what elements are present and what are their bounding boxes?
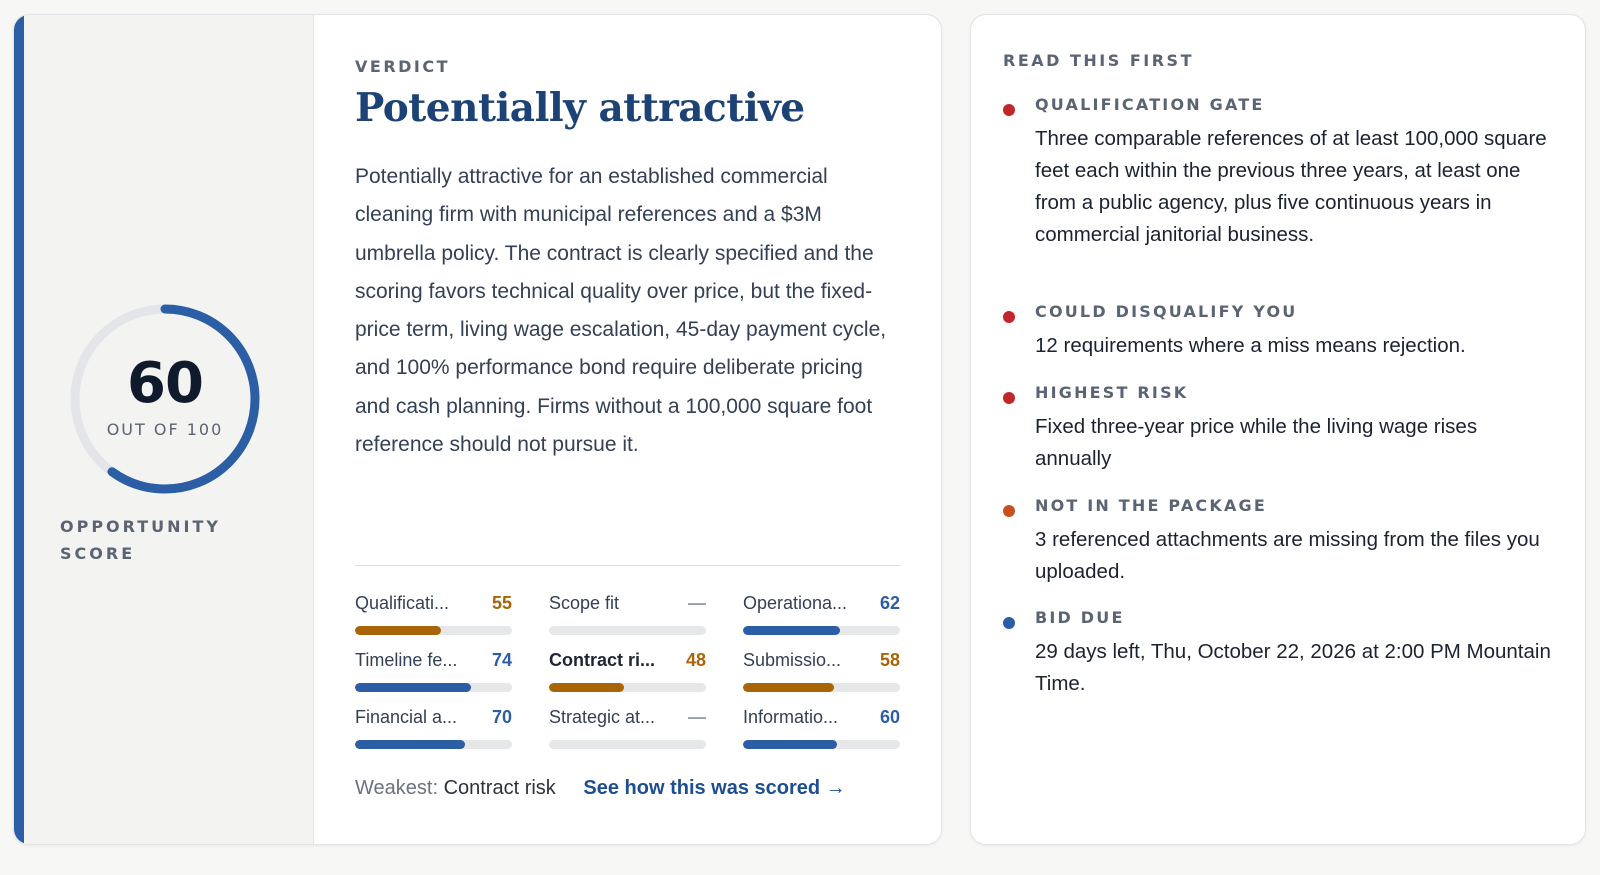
status-dot-icon [1003, 311, 1015, 323]
metric-track [549, 683, 706, 692]
item-text: 3 referenced attachments are missing fro… [1035, 528, 1540, 583]
metric-value: — [688, 593, 706, 613]
metric-track [355, 740, 512, 749]
metric-track [355, 626, 512, 635]
status-dot-icon [1003, 392, 1015, 404]
item-text: Fixed three-year price while the living … [1035, 415, 1478, 470]
metric-fill [355, 626, 442, 635]
score-panel: 60 OUT OF 100 OPPORTUNITY SCORE [24, 15, 314, 844]
metric-track [355, 683, 512, 692]
metric-name: Strategic at... [549, 707, 656, 727]
metric-track [549, 626, 706, 635]
item-label: NOT IN THE PACKAGE [1035, 496, 1268, 515]
weakest-value: Contract risk [443, 777, 556, 799]
status-dot-icon [1003, 104, 1015, 116]
metric-item: Informatio... 60 [743, 707, 900, 755]
metric-item: Operationa... 62 [743, 593, 900, 641]
score-gauge-arc [70, 304, 260, 494]
metric-name: Operationa... [743, 593, 848, 613]
metric-item: Qualificati... 55 [355, 593, 512, 641]
metric-value: 62 [879, 593, 900, 613]
item-label: COULD DISQUALIFY YOU [1035, 302, 1298, 321]
metric-track [743, 626, 900, 635]
item-label: QUALIFICATION GATE [1035, 95, 1265, 114]
metric-fill [743, 740, 838, 749]
metric-name: Qualificati... [355, 593, 450, 613]
item-label: BID DUE [1035, 608, 1125, 627]
see-how-scored-link[interactable]: See how this was scored → [583, 777, 846, 799]
metric-value: — [688, 707, 706, 727]
score-out-of: OUT OF 100 [106, 420, 224, 439]
metric-fill [549, 683, 625, 692]
metric-value: 74 [491, 650, 512, 670]
divider [355, 565, 900, 566]
metric-item: Scope fit — [549, 593, 706, 641]
read-this-first-card: READ THIS FIRST QUALIFICATION GATE Three … [970, 14, 1586, 845]
metric-track [743, 740, 900, 749]
verdict-summary: Potentially attractive for an establishe… [355, 165, 887, 457]
verdict-eyebrow: VERDICT [355, 57, 451, 76]
metric-fill [743, 683, 835, 692]
metric-fill [355, 683, 472, 692]
item-text: Three comparable references of at least … [1035, 127, 1547, 246]
score-gauge-ring [70, 304, 260, 494]
score-number: 60 [127, 351, 204, 416]
item-text: 12 requirements where a miss means rejec… [1035, 334, 1466, 357]
metric-item: Timeline fe... 74 [355, 650, 512, 698]
status-dot-icon [1003, 505, 1015, 517]
weakest-label: Weakest: [355, 777, 438, 799]
metric-name: Contract ri... [549, 650, 656, 670]
opportunity-score-label: OPPORTUNITY SCORE [60, 517, 222, 563]
item-text: 29 days left, Thu, October 22, 2026 at 2… [1035, 640, 1551, 695]
read-first-eyebrow: READ THIS FIRST [1003, 51, 1194, 70]
metric-value: 58 [879, 650, 900, 670]
metric-name: Informatio... [743, 707, 839, 727]
metric-item: Submissio... 58 [743, 650, 900, 698]
metric-item: Financial a... 70 [355, 707, 512, 755]
metric-item: Contract ri... 48 [549, 650, 706, 698]
metric-value: 60 [879, 707, 900, 727]
status-dot-icon [1003, 617, 1015, 629]
metric-value: 55 [491, 593, 512, 613]
metric-value: 70 [491, 707, 512, 727]
verdict-title: Potentially attractive [355, 85, 805, 131]
metric-name: Scope fit [549, 593, 620, 613]
metric-item: Strategic at... — [549, 707, 706, 755]
item-label: HIGHEST RISK [1035, 383, 1189, 402]
metric-fill [743, 626, 841, 635]
score-gauge: 60 OUT OF 100 [67, 301, 263, 497]
metric-track [743, 683, 900, 692]
verdict-footer: Weakest: Contract risk See how this was … [355, 777, 846, 800]
metric-name: Timeline fe... [355, 650, 458, 670]
metric-track [549, 740, 706, 749]
accent-bar [14, 15, 24, 844]
verdict-card: 60 OUT OF 100 OPPORTUNITY SCORE VERDICT … [13, 14, 942, 845]
metric-name: Submissio... [743, 650, 842, 670]
metric-fill [355, 740, 465, 749]
metric-name: Financial a... [355, 707, 458, 727]
metric-value: 48 [685, 650, 706, 670]
